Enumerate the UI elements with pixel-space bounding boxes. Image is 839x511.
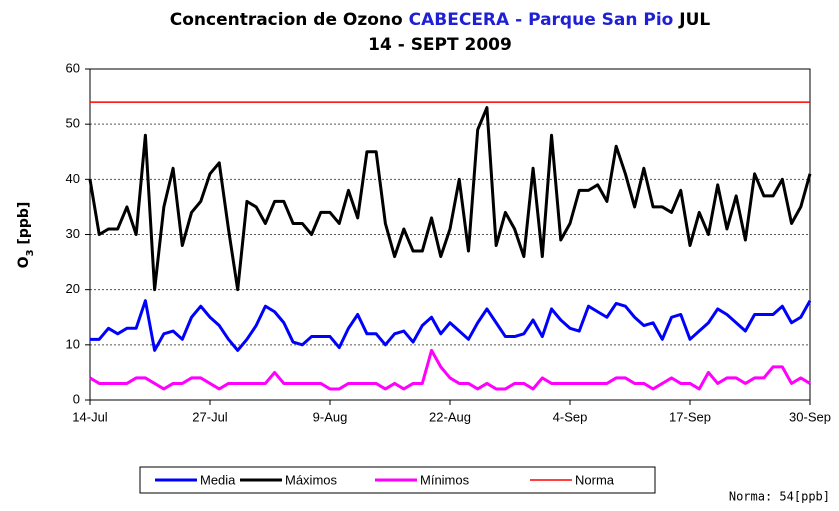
y-label-part: 3	[25, 249, 36, 256]
x-tick-label: 4-Sep	[553, 409, 588, 424]
legend-label: Norma	[575, 472, 615, 487]
legend-label: Mínimos	[420, 472, 470, 487]
legend-label: Media	[200, 472, 236, 487]
x-tick-label: 30-Sep	[789, 409, 831, 424]
y-tick-label: 30	[66, 226, 80, 241]
y-tick-label: 40	[66, 171, 80, 186]
y-tick-label: 60	[66, 60, 80, 75]
x-tick-label: 27-Jul	[192, 409, 228, 424]
series-line	[88, 106, 812, 292]
y-tick-label: 10	[66, 336, 80, 351]
y-label-part: O	[16, 256, 32, 268]
x-tick-label: 14-Jul	[72, 409, 108, 424]
x-tick-label: 22-Aug	[429, 409, 471, 424]
x-tick-label: 9-Aug	[313, 409, 348, 424]
y-axis-label: O3 [ppb]	[16, 202, 36, 269]
y-tick-label: 20	[66, 281, 80, 296]
series-line	[90, 299, 812, 352]
x-tick-label: 17-Sep	[669, 409, 711, 424]
chart-title: 14 - SEPT 2009	[368, 35, 512, 55]
y-tick-label: 50	[66, 116, 80, 131]
chart-title: Concentracion de Ozono CABECERA - Parque…	[170, 10, 711, 30]
y-tick-label: 0	[73, 391, 80, 406]
annotation: Norma: 54[ppb]	[729, 490, 830, 504]
series-line	[89, 348, 811, 391]
y-label-part: [ppb]	[16, 202, 32, 250]
title-part: JUL	[673, 10, 710, 30]
title-part: 14 - SEPT 2009	[368, 35, 512, 55]
legend-label: Máximos	[285, 472, 338, 487]
title-part: CABECERA - Parque San Pio	[409, 10, 674, 30]
legend-box	[139, 466, 656, 494]
title-part: Concentracion de Ozono	[170, 10, 409, 30]
